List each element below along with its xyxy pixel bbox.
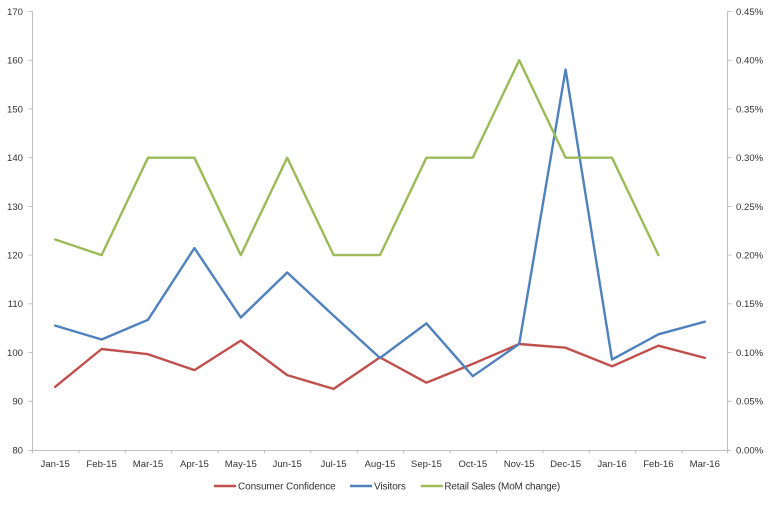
svg-text:Apr-15: Apr-15: [180, 459, 209, 470]
svg-text:150: 150: [7, 104, 23, 115]
svg-text:Jan-16: Jan-16: [597, 459, 626, 470]
svg-text:Sep-15: Sep-15: [411, 459, 442, 470]
svg-text:Mar-15: Mar-15: [133, 459, 163, 470]
svg-text:0.30%: 0.30%: [736, 153, 764, 164]
svg-text:0.00%: 0.00%: [736, 445, 764, 456]
svg-text:Jan-15: Jan-15: [41, 459, 70, 470]
svg-text:Retail Sales (MoM change): Retail Sales (MoM change): [444, 482, 560, 493]
svg-text:Visitors: Visitors: [374, 482, 406, 493]
svg-text:170: 170: [7, 7, 23, 18]
svg-text:Oct-15: Oct-15: [458, 459, 487, 470]
svg-text:0.45%: 0.45%: [736, 7, 764, 18]
svg-text:120: 120: [7, 251, 23, 262]
svg-text:130: 130: [7, 202, 23, 213]
svg-text:0.35%: 0.35%: [736, 104, 764, 115]
svg-text:80: 80: [12, 445, 23, 456]
svg-text:Jun-15: Jun-15: [273, 459, 302, 470]
svg-text:0.20%: 0.20%: [736, 251, 764, 262]
svg-text:0.25%: 0.25%: [736, 202, 764, 213]
svg-text:Jul-15: Jul-15: [321, 459, 347, 470]
svg-text:0.05%: 0.05%: [736, 397, 764, 408]
svg-text:0.40%: 0.40%: [736, 56, 764, 67]
svg-text:140: 140: [7, 153, 23, 164]
svg-text:160: 160: [7, 56, 23, 67]
svg-text:Feb-16: Feb-16: [643, 459, 673, 470]
svg-text:Dec-15: Dec-15: [550, 459, 581, 470]
svg-text:110: 110: [8, 299, 23, 310]
svg-text:Consumer Confidence: Consumer Confidence: [238, 482, 336, 493]
svg-text:Feb-15: Feb-15: [86, 459, 116, 470]
svg-text:0.15%: 0.15%: [736, 299, 764, 310]
svg-text:Aug-15: Aug-15: [365, 459, 396, 470]
svg-text:90: 90: [12, 397, 23, 408]
svg-text:100: 100: [7, 348, 23, 359]
svg-text:Nov-15: Nov-15: [504, 459, 535, 470]
svg-text:0.10%: 0.10%: [736, 348, 764, 359]
svg-text:Mar-16: Mar-16: [690, 459, 720, 470]
svg-text:May-15: May-15: [225, 459, 257, 470]
